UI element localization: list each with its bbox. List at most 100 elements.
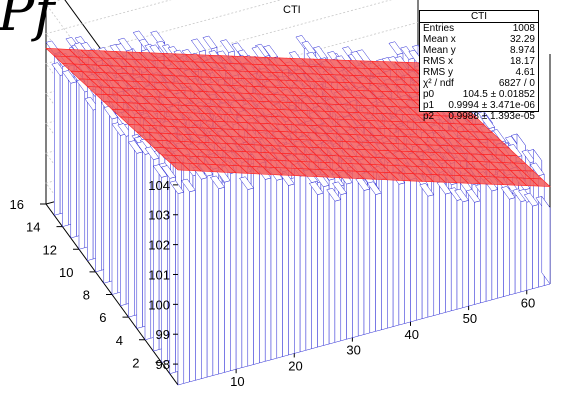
bar-front	[276, 178, 283, 359]
y-tick-label: 8	[83, 288, 90, 303]
gridline	[45, 0, 282, 245]
bar-front	[241, 160, 249, 368]
bar	[535, 195, 551, 286]
z-tick-label: 98	[156, 357, 170, 372]
bar-top	[301, 40, 317, 55]
bar-front	[328, 178, 336, 345]
z-tick-label: 100	[148, 297, 170, 312]
stats-value: 4.61	[515, 67, 535, 78]
bar-front	[450, 182, 458, 312]
bar-front	[398, 182, 405, 326]
bar	[239, 176, 255, 367]
bar-front	[369, 183, 376, 334]
bar-front	[480, 171, 487, 304]
bar-front	[346, 182, 353, 340]
bar-front	[218, 186, 225, 375]
z-tick-label: 102	[148, 238, 170, 253]
bar-top	[263, 45, 279, 59]
bar-front	[485, 182, 493, 302]
bar-front	[433, 174, 440, 316]
bar-front	[334, 199, 342, 343]
bar	[279, 172, 295, 356]
stats-value: 6827 / 0	[498, 78, 535, 89]
y-tick-label: 16	[10, 197, 24, 212]
gridline	[45, 0, 179, 186]
stats-key: Mean y	[423, 45, 456, 56]
bar	[355, 177, 371, 335]
bar	[308, 181, 324, 348]
bar-top	[512, 188, 528, 202]
bar-front	[357, 170, 365, 337]
bar-front	[54, 51, 61, 216]
bar	[314, 173, 330, 346]
bar-front	[103, 84, 110, 284]
bar-front	[253, 153, 260, 365]
bar-front	[294, 165, 301, 354]
stats-key: p1	[423, 100, 435, 111]
bar-top	[332, 181, 348, 195]
stats-value: 0.9988 ± 1.393e-05	[448, 111, 535, 122]
bar-front	[259, 161, 266, 364]
stats-row: Mean y 8.974	[420, 45, 538, 56]
fit-surface	[45, 47, 551, 187]
stats-value: 32.29	[509, 34, 535, 45]
stats-row: p0 104.5 ± 0.01852	[420, 89, 538, 100]
bar-side	[541, 195, 551, 285]
bar-front	[95, 85, 102, 273]
bar-front	[247, 187, 254, 367]
bar-front	[532, 204, 539, 290]
bar-top	[326, 188, 342, 202]
bar-front	[177, 191, 185, 386]
z-tick-label: 104	[148, 178, 170, 193]
y-tick-label: 10	[59, 265, 73, 280]
bar-front	[62, 64, 69, 227]
bar-top	[180, 178, 196, 193]
bar	[523, 192, 539, 290]
bar-front	[70, 81, 77, 239]
axis-ticks: 1020304050602468101214169899100101102103…	[10, 178, 536, 389]
bar-top	[161, 165, 177, 179]
bar-front	[136, 151, 143, 329]
bar-top	[465, 189, 481, 203]
bar-front	[410, 177, 417, 323]
bar-top	[388, 41, 404, 55]
bar-front	[468, 192, 475, 307]
bar-front	[375, 192, 382, 332]
stats-key: p2	[423, 111, 435, 122]
stats-value: 0.9994 ± 3.471e-06	[448, 100, 535, 111]
bar-front	[323, 184, 330, 346]
bar-front	[282, 169, 289, 357]
bar-top	[366, 181, 382, 195]
gridline	[45, 0, 392, 275]
stats-key: χ² / ndf	[423, 78, 454, 89]
bar-top	[209, 175, 225, 190]
bar-top	[62, 70, 78, 84]
bar-front	[421, 184, 429, 320]
bar-front	[445, 192, 452, 313]
stats-value: 1008	[512, 23, 535, 34]
bar-front	[520, 199, 528, 293]
bar-front	[78, 80, 86, 250]
bar-front	[189, 189, 196, 383]
bar	[436, 180, 452, 313]
stats-row: p2 0.9988 ± 1.393e-05	[420, 111, 538, 122]
stats-row: RMS y 4.61	[420, 67, 538, 78]
x-tick-label: 30	[346, 343, 360, 358]
x-tick-label: 40	[405, 327, 419, 342]
bar-front	[195, 169, 202, 381]
stats-value: 8.974	[509, 45, 535, 56]
stats-row: χ² / ndf 6827 / 0	[420, 78, 538, 89]
bar-front	[305, 170, 312, 351]
bar-front	[526, 200, 533, 291]
x-tick-label: 50	[463, 311, 477, 326]
stats-key: RMS x	[423, 56, 453, 67]
bar-top	[169, 180, 185, 194]
bar-front	[201, 177, 208, 380]
stats-value: 18.17	[509, 56, 535, 67]
x-tick-label: 10	[230, 374, 244, 389]
stats-key: Entries	[423, 23, 455, 34]
bar-front	[404, 170, 411, 324]
bar-top	[454, 188, 470, 203]
bar-front	[462, 199, 469, 309]
